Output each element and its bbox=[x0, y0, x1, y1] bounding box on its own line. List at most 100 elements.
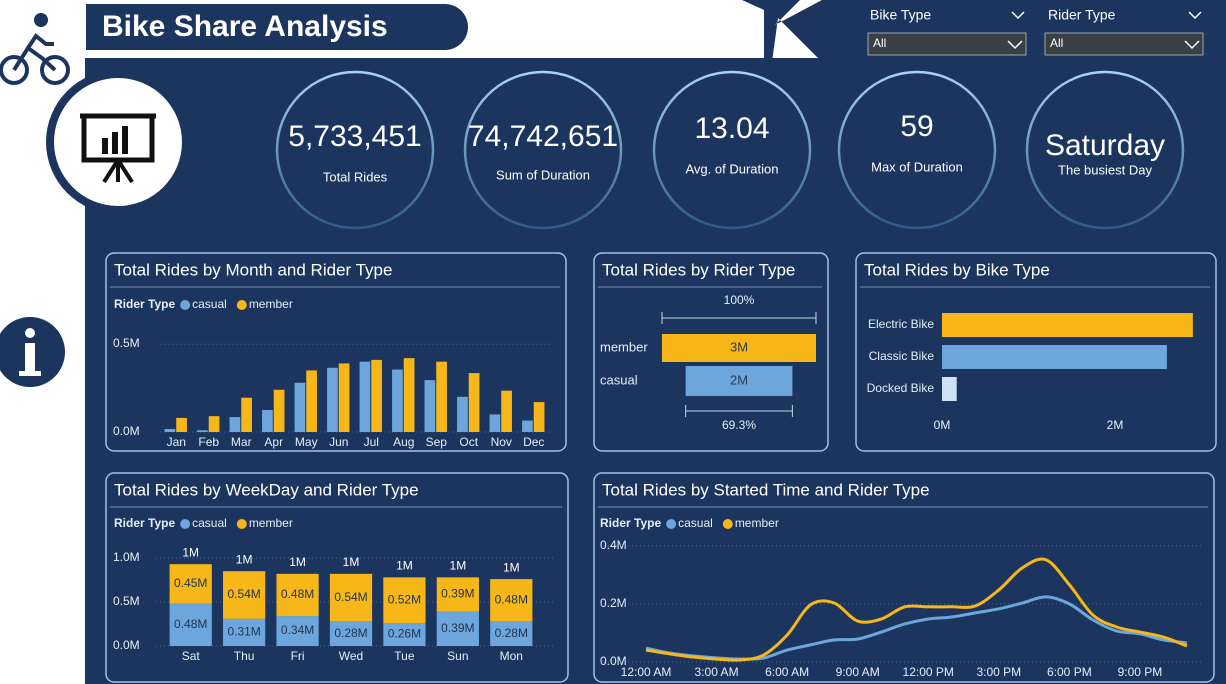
bar-segment bbox=[276, 573, 319, 617]
bar-segment bbox=[169, 564, 212, 604]
x-tick-label: 9:00 AM bbox=[836, 665, 880, 679]
x-tick-label: Jun bbox=[329, 435, 348, 449]
chart-title: Total Rides by Started Time and Rider Ty… bbox=[602, 480, 930, 499]
legend-label: casual bbox=[678, 516, 713, 530]
x-tick-label: 3:00 AM bbox=[695, 665, 739, 679]
kpi-value: 74,742,651 bbox=[468, 120, 618, 153]
percent-label: 69.3% bbox=[722, 418, 756, 432]
x-tick-label: 12:00 AM bbox=[621, 665, 672, 679]
total-label: 1M bbox=[450, 559, 467, 573]
value-label: 0.54M bbox=[227, 587, 260, 601]
value-label: 2M bbox=[730, 372, 748, 387]
x-tick-label: Wed bbox=[339, 649, 363, 663]
bar-segment bbox=[490, 621, 533, 646]
bar bbox=[176, 417, 187, 432]
value-label: 0.48M bbox=[174, 617, 207, 631]
x-tick-label: 12:00 PM bbox=[903, 665, 954, 679]
chevron bbox=[1011, 11, 1025, 20]
value-label: 0.45M bbox=[174, 576, 207, 590]
value-label: 0.48M bbox=[281, 587, 314, 601]
header-rule bbox=[85, 58, 1226, 62]
value-label: 3M bbox=[730, 339, 748, 354]
bar bbox=[533, 402, 545, 432]
value-label: 0.52M bbox=[388, 592, 421, 606]
x-tick-label: 6:00 PM bbox=[1047, 665, 1092, 679]
legend-label: member bbox=[249, 297, 293, 311]
bar bbox=[197, 430, 208, 432]
x-tick-label: 9:00 PM bbox=[1118, 665, 1163, 679]
y-tick-label: 0.0M bbox=[113, 424, 140, 438]
bar bbox=[262, 410, 273, 432]
funnel-bar bbox=[685, 366, 793, 396]
bar-segment bbox=[383, 623, 426, 646]
x-tick-label: Dec bbox=[523, 435, 544, 449]
bar bbox=[489, 414, 501, 432]
category-label: Electric Bike bbox=[868, 317, 934, 331]
legend-label: member bbox=[735, 516, 779, 530]
y-tick-label: 1.0M bbox=[113, 550, 140, 564]
chart-title: Total Rides by Rider Type bbox=[602, 260, 795, 279]
filter[interactable]: Rider Type All bbox=[1044, 7, 1204, 56]
kpi-value: 59 bbox=[900, 110, 933, 143]
kpi-label: Avg. of Duration bbox=[686, 161, 779, 176]
dropdown[interactable] bbox=[867, 32, 1027, 56]
title-pill bbox=[86, 4, 468, 50]
chevron bbox=[1188, 11, 1202, 20]
legend-label: casual bbox=[192, 297, 227, 311]
value-label: 0.31M bbox=[227, 625, 260, 639]
legend-title: Rider Type bbox=[114, 516, 175, 530]
bar-segment bbox=[436, 611, 479, 646]
kpi-label: The busiest Day bbox=[1058, 162, 1152, 177]
bar bbox=[392, 369, 403, 432]
x-tick-label: Thu bbox=[234, 649, 255, 663]
total-label: 1M bbox=[289, 555, 306, 569]
bar bbox=[241, 397, 252, 432]
category-label: Classic Bike bbox=[869, 349, 935, 363]
kpi-ring bbox=[837, 70, 997, 230]
value-label: 0.39M bbox=[441, 621, 474, 635]
bar bbox=[208, 416, 220, 432]
value-label: 0.34M bbox=[281, 623, 314, 637]
bar-segment bbox=[223, 618, 266, 646]
y-tick-label: 0.0M bbox=[113, 638, 140, 652]
kpi-ring bbox=[463, 70, 623, 230]
bike-icon bbox=[0, 13, 70, 85]
category-label: Docked Bike bbox=[867, 381, 935, 395]
filter-value: All bbox=[1050, 36, 1063, 50]
legend-swatch bbox=[722, 519, 733, 529]
funnel-bar bbox=[662, 334, 816, 362]
percent-label: 100% bbox=[724, 293, 755, 307]
legend-title: Rider Type bbox=[114, 297, 175, 311]
category-label: casual bbox=[600, 372, 638, 387]
bar bbox=[436, 361, 447, 432]
legend-swatch bbox=[236, 300, 247, 310]
legend-swatch bbox=[666, 519, 677, 529]
kpi-label: Max of Duration bbox=[871, 159, 963, 174]
x-tick-label: Sat bbox=[182, 649, 201, 663]
dropdown[interactable] bbox=[1044, 32, 1204, 56]
bar-segment bbox=[276, 616, 319, 646]
bar bbox=[522, 420, 533, 432]
bar bbox=[942, 345, 1167, 369]
bar bbox=[359, 361, 371, 432]
bar-segment bbox=[223, 571, 266, 619]
kpi-ring bbox=[275, 70, 435, 230]
x-tick-label: Apr bbox=[264, 435, 283, 449]
filter-value: All bbox=[873, 36, 886, 50]
x-tick-label: Mon bbox=[500, 649, 523, 663]
x-tick-label: Nov bbox=[491, 435, 512, 449]
x-tick-label: Sep bbox=[426, 435, 448, 449]
x-tick-label: 0M bbox=[934, 418, 951, 432]
y-tick-label: 0.0M bbox=[600, 654, 627, 668]
y-tick-label: 0.5M bbox=[113, 594, 140, 608]
chart-title: Total Rides by Bike Type bbox=[864, 260, 1050, 279]
bar bbox=[273, 389, 285, 432]
bar bbox=[294, 382, 306, 432]
x-tick-label: Aug bbox=[393, 435, 414, 449]
bar bbox=[942, 313, 1193, 337]
x-tick-label: May bbox=[295, 435, 318, 449]
filter[interactable]: Bike Type All bbox=[867, 7, 1027, 56]
y-tick-label: 0.4M bbox=[600, 538, 627, 552]
total-label: 1M bbox=[396, 559, 413, 573]
